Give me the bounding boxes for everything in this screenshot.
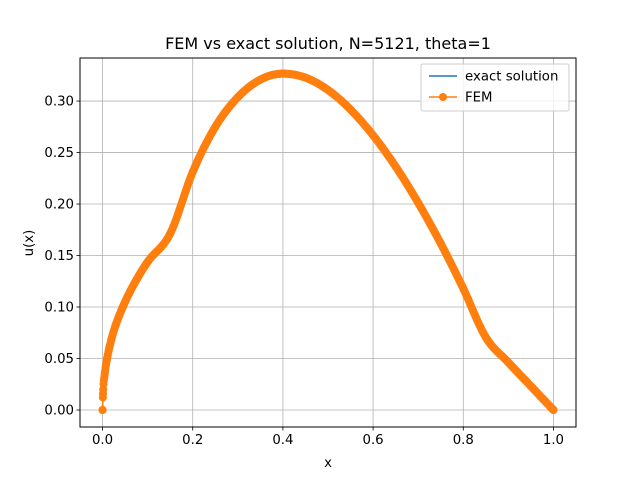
fem-data-point (459, 284, 468, 293)
x-axis-ticks: 0.0 0.2 0.4 0.6 0.8 1.0 (92, 427, 564, 448)
x-tick-label: 1.0 (543, 433, 564, 448)
fem-data-point (256, 75, 265, 84)
fem-data-point (369, 131, 378, 140)
plot-frame (79, 57, 577, 428)
fem-data-point (211, 122, 220, 131)
fem-data-point (121, 297, 130, 306)
y-tick-label: 0.20 (44, 198, 74, 213)
x-tick-label: 0.6 (363, 433, 384, 448)
fem-data-point (414, 198, 423, 207)
fem-data-point (103, 354, 112, 363)
fem-data-point (132, 275, 141, 284)
fem-data-point (278, 69, 287, 78)
fem-data-point (107, 334, 116, 343)
fem-data-point (301, 73, 310, 82)
fem-data-point (549, 406, 558, 415)
y-axis-ticks: 0.00 0.05 0.10 0.15 0.20 0.25 0.30 (44, 95, 80, 419)
grid (80, 58, 576, 427)
x-tick-label: 0.8 (453, 433, 474, 448)
fem-data-point (504, 358, 513, 367)
fem-data-point (100, 369, 109, 378)
fem-data-point (99, 389, 107, 398)
fem-data-point (166, 229, 175, 238)
fem-data-point (526, 382, 535, 391)
fem-data-point (481, 333, 490, 342)
y-tick-label: 0.15 (44, 249, 74, 264)
legend-marker-fem (439, 93, 447, 101)
legend-label-exact: exact solution (465, 70, 558, 85)
fem-data-point (436, 239, 445, 248)
x-tick-label: 0.2 (182, 433, 203, 448)
legend-box (420, 63, 570, 112)
fem-data-point (143, 257, 152, 266)
fem-data-point (324, 86, 332, 95)
series-layer (98, 69, 558, 415)
y-tick-label: 0.30 (44, 95, 74, 110)
legend: exact solution FEM (420, 63, 570, 112)
y-tick-label: 0.25 (44, 146, 74, 161)
fem-data-point (98, 406, 107, 415)
y-tick-label: 0.05 (44, 352, 74, 367)
y-tick-label: 0.00 (44, 404, 74, 419)
x-tick-label: 0.4 (272, 433, 293, 448)
fem-data-point (188, 168, 197, 177)
fem-data-point (112, 320, 121, 329)
y-tick-label: 0.10 (44, 301, 74, 316)
fem-data-point (233, 93, 242, 102)
y-axis-label: u(x) (22, 230, 37, 257)
fem-data-point (391, 162, 400, 171)
fem-data-point (346, 105, 355, 114)
legend-label-fem: FEM (465, 91, 493, 106)
x-axis-label: x (324, 456, 332, 471)
x-tick-label: 0.0 (92, 433, 113, 448)
chart-title: FEM vs exact solution, N=5121, theta=1 (165, 34, 491, 53)
series-markers-fem (98, 69, 558, 415)
